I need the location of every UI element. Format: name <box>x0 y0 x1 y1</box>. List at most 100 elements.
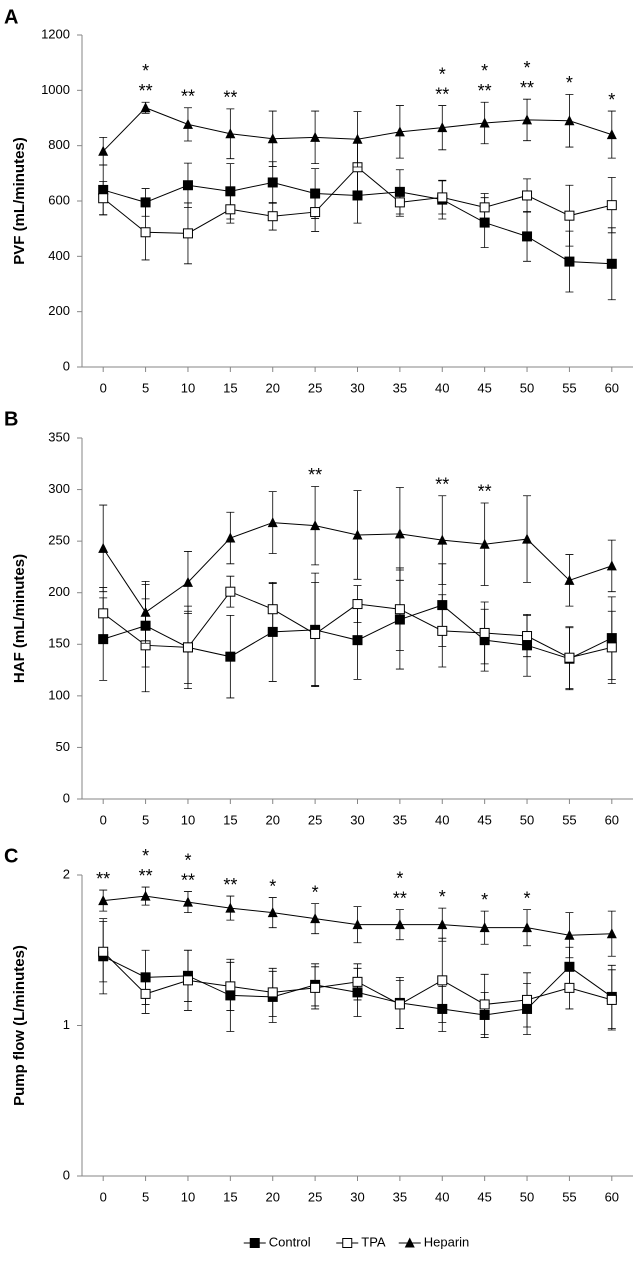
marker <box>225 981 236 992</box>
x-tick-label: 40 <box>435 380 449 395</box>
x-tick-label: 55 <box>562 380 576 395</box>
marker <box>564 574 575 585</box>
x-tick-label: 15 <box>223 1189 237 1204</box>
y-tick-label: 1000 <box>41 82 70 97</box>
marker <box>352 529 363 540</box>
significance-mark: ** <box>435 475 449 495</box>
marker <box>352 976 363 987</box>
significance-mark: * <box>524 58 531 78</box>
marker <box>394 528 405 539</box>
y-tick-label: 1 <box>63 1017 70 1032</box>
significance-mark: * <box>184 850 191 870</box>
marker <box>140 227 151 238</box>
marker <box>522 190 533 201</box>
marker <box>437 625 448 636</box>
significance-mark: * <box>439 887 446 907</box>
marker <box>564 982 575 993</box>
significance-mark: ** <box>139 81 153 101</box>
x-tick-label: 30 <box>350 380 364 395</box>
marker <box>606 560 617 571</box>
significance-mark: * <box>142 61 149 81</box>
significance-mark: ** <box>223 88 237 108</box>
x-tick-label: 5 <box>142 380 149 395</box>
marker <box>182 180 193 191</box>
marker <box>479 922 490 933</box>
x-tick-label: 20 <box>265 812 279 827</box>
marker <box>98 895 109 906</box>
marker <box>437 975 448 986</box>
x-tick-label: 50 <box>520 380 534 395</box>
legend-marker <box>249 1238 260 1248</box>
marker <box>310 520 321 531</box>
marker <box>267 987 278 998</box>
x-tick-label: 35 <box>393 812 407 827</box>
y-tick-label: 250 <box>48 533 70 548</box>
marker <box>564 256 575 267</box>
marker <box>98 946 109 957</box>
marker <box>352 599 363 610</box>
marker <box>267 907 278 918</box>
y-tick-label: 600 <box>48 192 70 207</box>
marker <box>310 913 321 924</box>
significance-mark: * <box>566 73 573 93</box>
y-tick-label: 0 <box>63 358 70 373</box>
marker <box>98 193 109 204</box>
marker <box>394 919 405 930</box>
marker <box>140 988 151 999</box>
x-tick-label: 60 <box>605 1189 619 1204</box>
marker <box>182 576 193 587</box>
marker <box>522 994 533 1005</box>
marker <box>225 902 236 913</box>
significance-mark: ** <box>181 87 195 107</box>
marker <box>310 628 321 639</box>
x-tick-label: 0 <box>100 380 107 395</box>
y-tick-label: 100 <box>48 687 70 702</box>
marker <box>479 117 490 128</box>
x-tick-label: 15 <box>223 380 237 395</box>
marker <box>182 975 193 986</box>
y-axis-title: HAF (mL/minutes) <box>11 554 28 683</box>
x-tick-label: 25 <box>308 812 322 827</box>
significance-mark: ** <box>139 866 153 886</box>
marker <box>564 115 575 126</box>
significance-mark: * <box>269 876 276 896</box>
y-tick-label: 300 <box>48 481 70 496</box>
marker <box>564 929 575 940</box>
marker <box>225 532 236 543</box>
marker <box>352 133 363 144</box>
significance-mark: * <box>439 64 446 84</box>
marker <box>182 118 193 129</box>
significance-mark: ** <box>478 81 492 101</box>
significance-mark: * <box>524 888 531 908</box>
marker <box>352 635 363 646</box>
marker <box>479 999 490 1010</box>
legend: Control TPA Heparin <box>243 1234 469 1249</box>
marker <box>310 131 321 142</box>
marker <box>140 102 151 113</box>
marker <box>479 202 490 213</box>
legend-label: Control <box>269 1234 311 1249</box>
marker <box>267 517 278 528</box>
marker <box>394 126 405 137</box>
marker <box>140 890 151 901</box>
significance-mark: * <box>142 846 149 866</box>
significance-mark: ** <box>223 875 237 895</box>
panel-label: C <box>4 845 18 867</box>
x-tick-label: 50 <box>520 812 534 827</box>
x-tick-label: 25 <box>308 380 322 395</box>
marker <box>437 919 448 930</box>
panel-label: A <box>4 6 18 28</box>
x-tick-label: 15 <box>223 812 237 827</box>
marker <box>437 122 448 133</box>
y-tick-label: 200 <box>48 584 70 599</box>
marker <box>225 651 236 662</box>
x-tick-label: 30 <box>350 812 364 827</box>
significance-mark: ** <box>520 78 534 98</box>
marker <box>522 533 533 544</box>
marker <box>267 177 278 188</box>
panel-0: A PVF (mL/minutes) 0 200 400 600 800 1000 1200 0 5… <box>4 6 633 395</box>
y-tick-label: 200 <box>48 303 70 318</box>
marker <box>564 652 575 663</box>
